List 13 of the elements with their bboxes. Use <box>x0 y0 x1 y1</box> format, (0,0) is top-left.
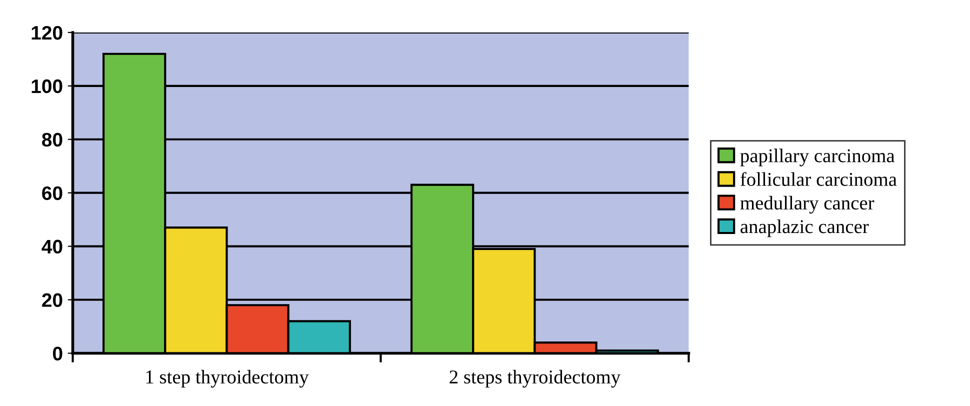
x-tick-label: 1 step thyroidectomy <box>146 370 309 388</box>
y-tick-label: 40 <box>42 240 62 254</box>
y-tick-label: 120 <box>32 26 62 40</box>
y-tick-label: 80 <box>42 132 62 147</box>
legend-label: medullary cancer <box>740 196 874 214</box>
y-tick-label: 0 <box>52 346 62 360</box>
y-tick-label: 60 <box>42 186 62 200</box>
legend-label: follicular carcinoma <box>740 172 897 186</box>
legend-label: papillary carcinoma <box>740 148 895 166</box>
x-tick-label: 2 steps thyroidectomy <box>450 370 620 388</box>
y-tick-label: 20 <box>42 293 62 307</box>
y-tick-label: 100 <box>32 79 62 94</box>
legend-label: anaplazic cancer <box>740 220 869 238</box>
